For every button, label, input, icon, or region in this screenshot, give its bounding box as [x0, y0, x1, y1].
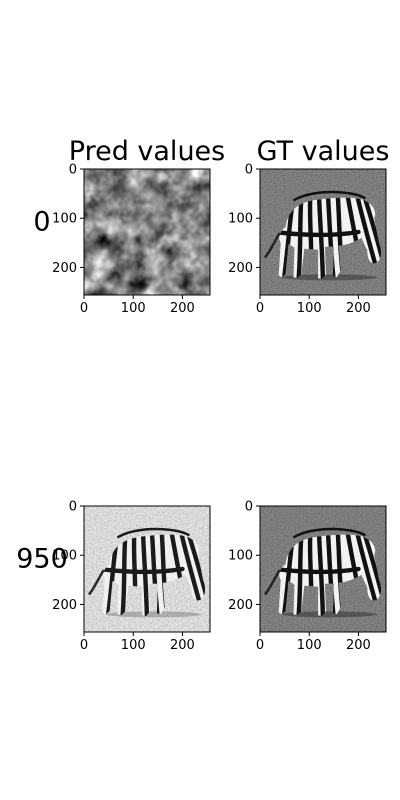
image-content [260, 506, 386, 632]
x-tick-label: 100 [121, 301, 146, 316]
zebra-shadow [281, 274, 378, 281]
panel-2: 0 100 200 0 100 200 950 [16, 500, 211, 653]
panel-3: 0 100 200 0 100 200 [228, 500, 387, 653]
y-tick-label: 200 [52, 598, 77, 613]
y-tick-label: 0 [69, 500, 77, 515]
y-tick-label: 100 [228, 212, 253, 227]
y-tick-label: 200 [52, 261, 77, 276]
axes-frame [83, 505, 211, 633]
axes-frame [259, 505, 387, 633]
y-tick-label: 100 [228, 549, 253, 564]
y-tick-label: 100 [52, 549, 77, 564]
x-tick-label: 200 [170, 638, 195, 653]
x-tick-label: 100 [297, 638, 322, 653]
y-tick-label: 0 [69, 163, 77, 178]
x-tick-label: 100 [121, 638, 146, 653]
column-title: Pred values [69, 136, 225, 167]
image-content [84, 169, 210, 295]
zebra-shadow [281, 611, 378, 618]
y-tick-label: 0 [245, 163, 253, 178]
x-tick-label: 100 [297, 301, 322, 316]
x-tick-label: 0 [80, 638, 88, 653]
x-tick-label: 0 [256, 301, 264, 316]
x-tick-label: 200 [346, 301, 371, 316]
panel-1: 0 100 200 0 100 200 GT values [228, 136, 389, 316]
axes-frame [83, 168, 211, 296]
image-content [84, 506, 210, 632]
x-tick-label: 200 [346, 638, 371, 653]
axes-frame [259, 168, 387, 296]
y-tick-label: 200 [228, 261, 253, 276]
x-tick-label: 200 [170, 301, 195, 316]
row-label: 0 [33, 207, 50, 238]
image-content [260, 169, 386, 295]
x-tick-label: 0 [256, 638, 264, 653]
row-label: 950 [16, 544, 68, 575]
zebra-shadow [105, 611, 202, 618]
x-tick-label: 0 [80, 301, 88, 316]
y-tick-label: 100 [52, 212, 77, 227]
y-tick-label: 200 [228, 598, 253, 613]
noise-image [84, 169, 210, 295]
column-title: GT values [257, 136, 390, 167]
y-tick-label: 0 [245, 500, 253, 515]
